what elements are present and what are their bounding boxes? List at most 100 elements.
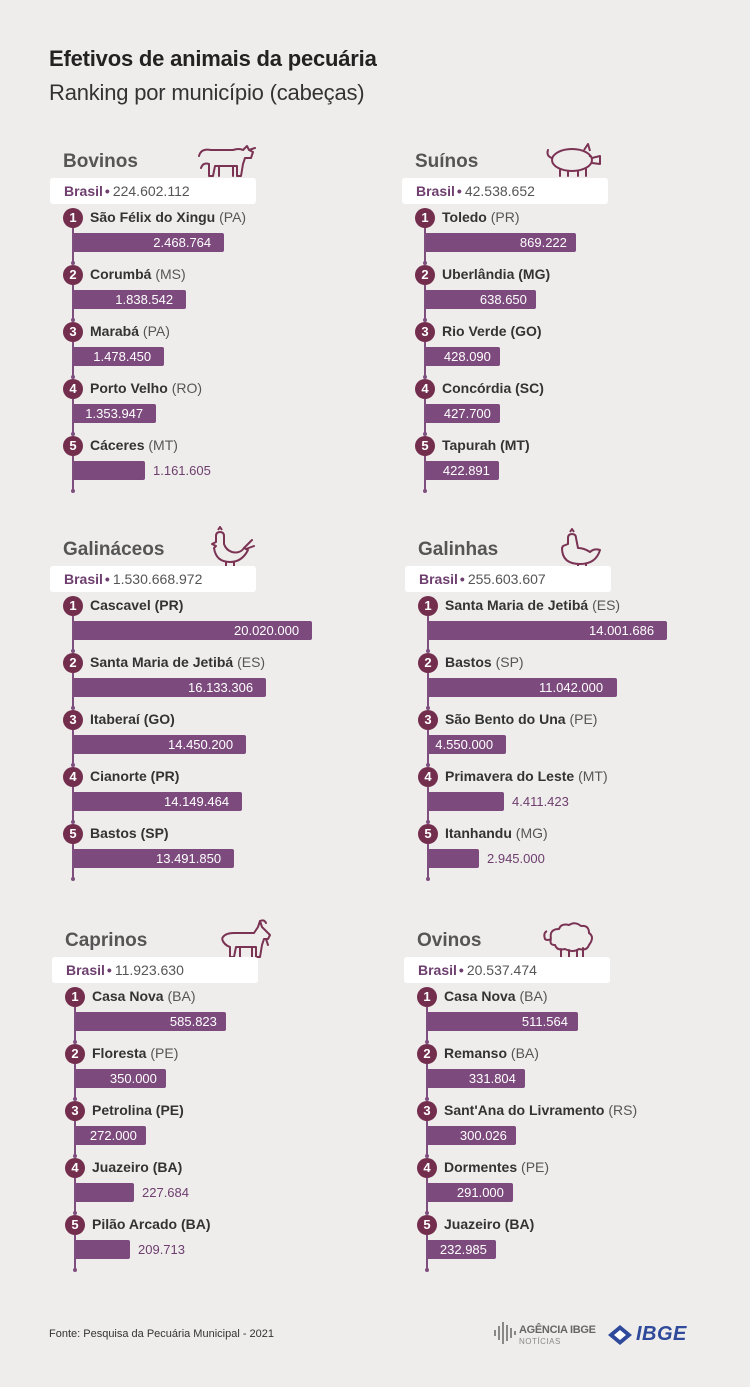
ranking-entry: 2 Remanso (BA) 331.804 (417, 1044, 717, 1101)
rank-badge: 4 (63, 379, 83, 399)
bar-value-label: 14.450.200 (168, 737, 234, 752)
bar (74, 290, 186, 309)
municipality-name: Casa Nova (92, 988, 164, 1004)
ranking-entry: 5 Bastos (SP) 13.491.850 (63, 824, 363, 881)
rank-badge: 5 (418, 824, 438, 844)
municipality-name: Sant'Ana do Livramento (444, 1102, 605, 1118)
chart-panel: Bovinos Brasil • 224.602.112 1 São Félix do X… (50, 138, 360, 498)
separator-dot: • (458, 962, 464, 978)
municipality-label: Pilão Arcado (BA) (92, 1216, 211, 1232)
municipality-label: Itanhandu (MG) (445, 825, 548, 841)
bar-value-label: 1.353.947 (85, 406, 144, 421)
municipality-label: Santa Maria de Jetibá (ES) (445, 597, 620, 613)
chart-panel: Ovinos Brasil • 20.537.474 1 Casa Nova (BA) 51… (404, 917, 714, 1277)
bar-value-label: 1.478.450 (93, 349, 152, 364)
bar-value-label: 1.161.605 (153, 463, 211, 478)
rank-badge: 2 (63, 653, 83, 673)
bar (429, 849, 479, 868)
bar-baseline (423, 228, 427, 265)
municipality-state: (MG) (515, 825, 548, 841)
municipality-name: Santa Maria de Jetibá (445, 597, 589, 613)
bar-value-label: 227.684 (142, 1185, 189, 1200)
bar-baseline (71, 787, 75, 824)
national-total-value: 255.603.607 (467, 571, 546, 587)
bar-value-label: 20.020.000 (234, 623, 300, 638)
municipality-state: (ES) (592, 597, 621, 613)
rank-badge: 2 (415, 265, 435, 285)
ibge-mark-icon (608, 1325, 632, 1345)
ranking-entry: 4 Concórdia (SC) 427.700 (415, 379, 715, 436)
bar-baseline (426, 673, 430, 710)
bar (428, 1126, 516, 1145)
municipality-name: São Bento do Una (445, 711, 566, 727)
bar-baseline (73, 1178, 77, 1215)
national-total-label: Brasil (418, 962, 457, 978)
municipality-label: Casa Nova (BA) (444, 988, 547, 1004)
municipality-label: Santa Maria de Jetibá (ES) (90, 654, 265, 670)
rank-badge: 5 (65, 1215, 85, 1235)
municipality-name: Itanhandu (445, 825, 512, 841)
bar-value-label: 209.713 (138, 1242, 185, 1257)
municipality-label: Cianorte (PR) (90, 768, 179, 784)
municipality-label: Cáceres (MT) (90, 437, 178, 453)
municipality-name: Dormentes (444, 1159, 518, 1175)
national-total-label: Brasil (419, 571, 458, 587)
rank-badge: 1 (63, 208, 83, 228)
national-total-label: Brasil (64, 571, 103, 587)
municipality-state: (PE) (569, 711, 598, 727)
separator-dot: • (106, 962, 112, 978)
ranking-entry: 3 Itaberaí (GO) 14.450.200 (63, 710, 363, 767)
bar-value-label: 300.026 (459, 1128, 507, 1143)
bar-baseline (425, 1007, 429, 1044)
bar (76, 1012, 226, 1031)
rank-badge: 1 (415, 208, 435, 228)
municipality-name: São Félix do Xingu (90, 209, 216, 225)
municipality-label: Petrolina (PE) (92, 1102, 184, 1118)
chart-panel: Galinhas Brasil • 255.603.607 1 Santa Maria d… (405, 526, 715, 886)
ranking-entry: 4 Porto Velho (RO) 1.353.947 (63, 379, 363, 436)
municipality-label: Sant'Ana do Livramento (RS) (444, 1102, 637, 1118)
bar (426, 461, 499, 480)
bar-value-label: 585.823 (169, 1014, 217, 1029)
separator-dot: • (456, 183, 462, 199)
bar-baseline (423, 285, 427, 322)
rank-badge: 2 (417, 1044, 437, 1064)
bar-baseline (425, 1121, 429, 1158)
municipality-name: Uberlândia (MG) (442, 266, 551, 282)
rank-badge: 4 (415, 379, 435, 399)
agencia-ibge-logo: AGÊNCIA IBGE NOTÍCIAS (493, 1320, 596, 1350)
ranking-entry: 3 Rio Verde (GO) 428.090 (415, 322, 715, 379)
bar-baseline (71, 285, 75, 322)
ranking-entry: 2 Bastos (SP) 11.042.000 (418, 653, 718, 710)
municipality-state: (PE) (521, 1159, 550, 1175)
ranking-entry: 3 São Bento do Una (PE) 4.550.000 (418, 710, 718, 767)
municipality-name: Bastos (SP) (90, 825, 169, 841)
bar-baseline (73, 1064, 77, 1101)
national-total-label: Brasil (64, 183, 103, 199)
national-total: Brasil • 11.923.630 (52, 957, 258, 983)
bar (74, 735, 246, 754)
municipality-name: Porto Velho (90, 380, 168, 396)
municipality-label: São Bento do Una (PE) (445, 711, 597, 727)
chart-title: Bovinos (63, 151, 138, 172)
bar-baseline (423, 399, 427, 436)
ranking-entry: 1 Casa Nova (BA) 585.823 (65, 987, 365, 1044)
page-subtitle: Ranking por município (cabeças) (49, 80, 365, 105)
bar-baseline (71, 228, 75, 265)
municipality-state: (PR) (490, 209, 520, 225)
bar-baseline (71, 730, 75, 767)
municipality-state: (RO) (171, 380, 203, 396)
rank-badge: 1 (63, 596, 83, 616)
rank-badge: 5 (63, 824, 83, 844)
bar-value-label: 331.804 (468, 1071, 516, 1086)
bar-value-label: 4.550.000 (435, 737, 494, 752)
municipality-state: (MS) (155, 266, 186, 282)
bar-value-label: 2.468.764 (153, 235, 212, 250)
municipality-state: (BA) (167, 988, 196, 1004)
rank-badge: 2 (418, 653, 438, 673)
bar (426, 290, 536, 309)
bar (426, 347, 500, 366)
bar-value-label: 422.891 (442, 463, 490, 478)
bar (74, 678, 266, 697)
municipality-name: Toledo (442, 209, 487, 225)
